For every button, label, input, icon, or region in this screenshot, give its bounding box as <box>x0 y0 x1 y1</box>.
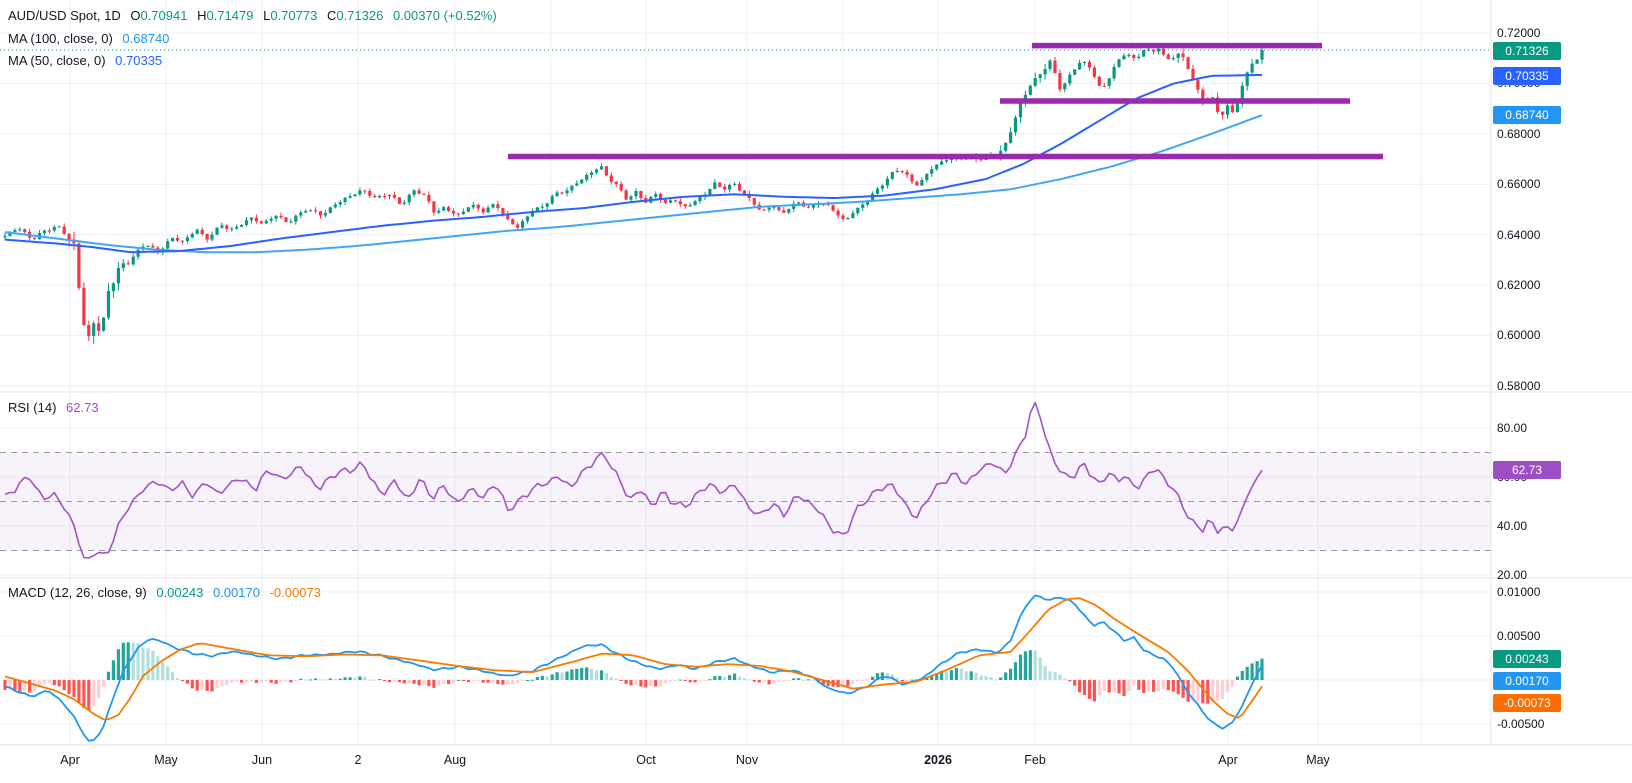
price-tick-label: 0.66000 <box>1497 177 1541 192</box>
axis-price-badge: 0.71326 <box>1493 42 1561 60</box>
time-tick-label: 2026 <box>924 753 952 767</box>
macd-tick-label: 0.00500 <box>1497 629 1541 643</box>
close-label: C <box>326 8 337 23</box>
gridlines <box>0 0 1491 745</box>
time-tick-label: Jun <box>251 753 273 767</box>
price-tick-label: 0.62000 <box>1497 278 1541 292</box>
macd-line-value: 0.00170 <box>212 585 260 600</box>
time-tick-label: 2 <box>354 753 362 767</box>
rsi-tick-label: 20.00 <box>1497 568 1528 582</box>
time-tick-label: May <box>154 753 178 767</box>
rsi-line <box>4 401 1263 559</box>
macd-histogram <box>3 642 1264 711</box>
price-tick-label: 0.68000 <box>1497 126 1541 141</box>
macd-tick-label: 0.01000 <box>1497 585 1541 599</box>
ma50-legend[interactable]: MA (50, close, 0) 0.70335 <box>8 51 162 71</box>
time-tick-label: Oct <box>636 753 656 767</box>
axis-price-badge: 0.68740 <box>1493 106 1561 124</box>
time-tick-label: Feb <box>1024 753 1046 767</box>
price-tick-label: 0.72000 <box>1497 26 1541 40</box>
macd-tick-label: -0.00500 <box>1497 717 1545 731</box>
axis-price-badge: 62.73 <box>1493 461 1561 479</box>
axis-price-badge: 0.70335 <box>1493 67 1561 85</box>
low-value: 0.70773 <box>270 8 318 23</box>
open-label: O <box>130 8 141 23</box>
rsi-tick-label: 80.00 <box>1497 421 1528 435</box>
rsi-tick-label: 40.00 <box>1497 519 1528 533</box>
close-value: 0.71326 <box>336 8 384 23</box>
rsi-value: 62.73 <box>66 400 99 415</box>
symbol-legend[interactable]: AUD/USD Spot, 1D O0.70941 H0.71479 L0.70… <box>8 6 497 26</box>
axis-price-badge: 0.00170 <box>1493 672 1561 690</box>
time-tick-label: Aug <box>443 753 467 767</box>
time-tick-label: Apr <box>1218 753 1238 767</box>
axis-price-badge: 0.00243 <box>1493 650 1561 668</box>
macd-hist-value: 0.00243 <box>156 585 204 600</box>
macd-legend[interactable]: MACD (12, 26, close, 9) 0.00243 0.00170 … <box>8 583 321 603</box>
macd-name: MACD (12, 26, close, 9) <box>8 585 147 600</box>
high-value: 0.71479 <box>206 8 254 23</box>
time-tick-label: Apr <box>60 753 80 767</box>
rsi-name: RSI (14) <box>8 400 57 415</box>
macd-line <box>4 594 1263 742</box>
high-label: H <box>197 8 207 23</box>
candlestick-series <box>3 46 1264 344</box>
low-label: L <box>263 8 271 23</box>
axis-price-badge: -0.00073 <box>1493 694 1561 712</box>
ma50-line <box>4 74 1262 254</box>
ma50-name: MA (50, close, 0) <box>8 53 106 68</box>
ma100-value: 0.68740 <box>122 31 170 46</box>
time-tick-label: Nov <box>735 753 759 767</box>
symbol-title: AUD/USD Spot, 1D <box>8 8 121 23</box>
price-tick-label: 0.64000 <box>1497 227 1541 242</box>
macd-signal-line <box>4 597 1263 721</box>
macd-signal-value: -0.00073 <box>269 585 321 600</box>
horizontal-rays[interactable] <box>508 42 1383 160</box>
ma100-legend[interactable]: MA (100, close, 0) 0.68740 <box>8 29 169 49</box>
change-value: 0.00370 (+0.52%) <box>392 8 497 23</box>
price-tick-label: 0.60000 <box>1497 328 1541 343</box>
price-tick-label: 0.58000 <box>1497 378 1541 393</box>
ma100-name: MA (100, close, 0) <box>8 31 113 46</box>
open-value: 0.70941 <box>140 8 188 23</box>
ma50-value: 0.70335 <box>115 53 163 68</box>
ma100-line <box>4 114 1263 254</box>
rsi-legend[interactable]: RSI (14) 62.73 <box>8 398 99 418</box>
time-tick-label: May <box>1306 753 1330 767</box>
